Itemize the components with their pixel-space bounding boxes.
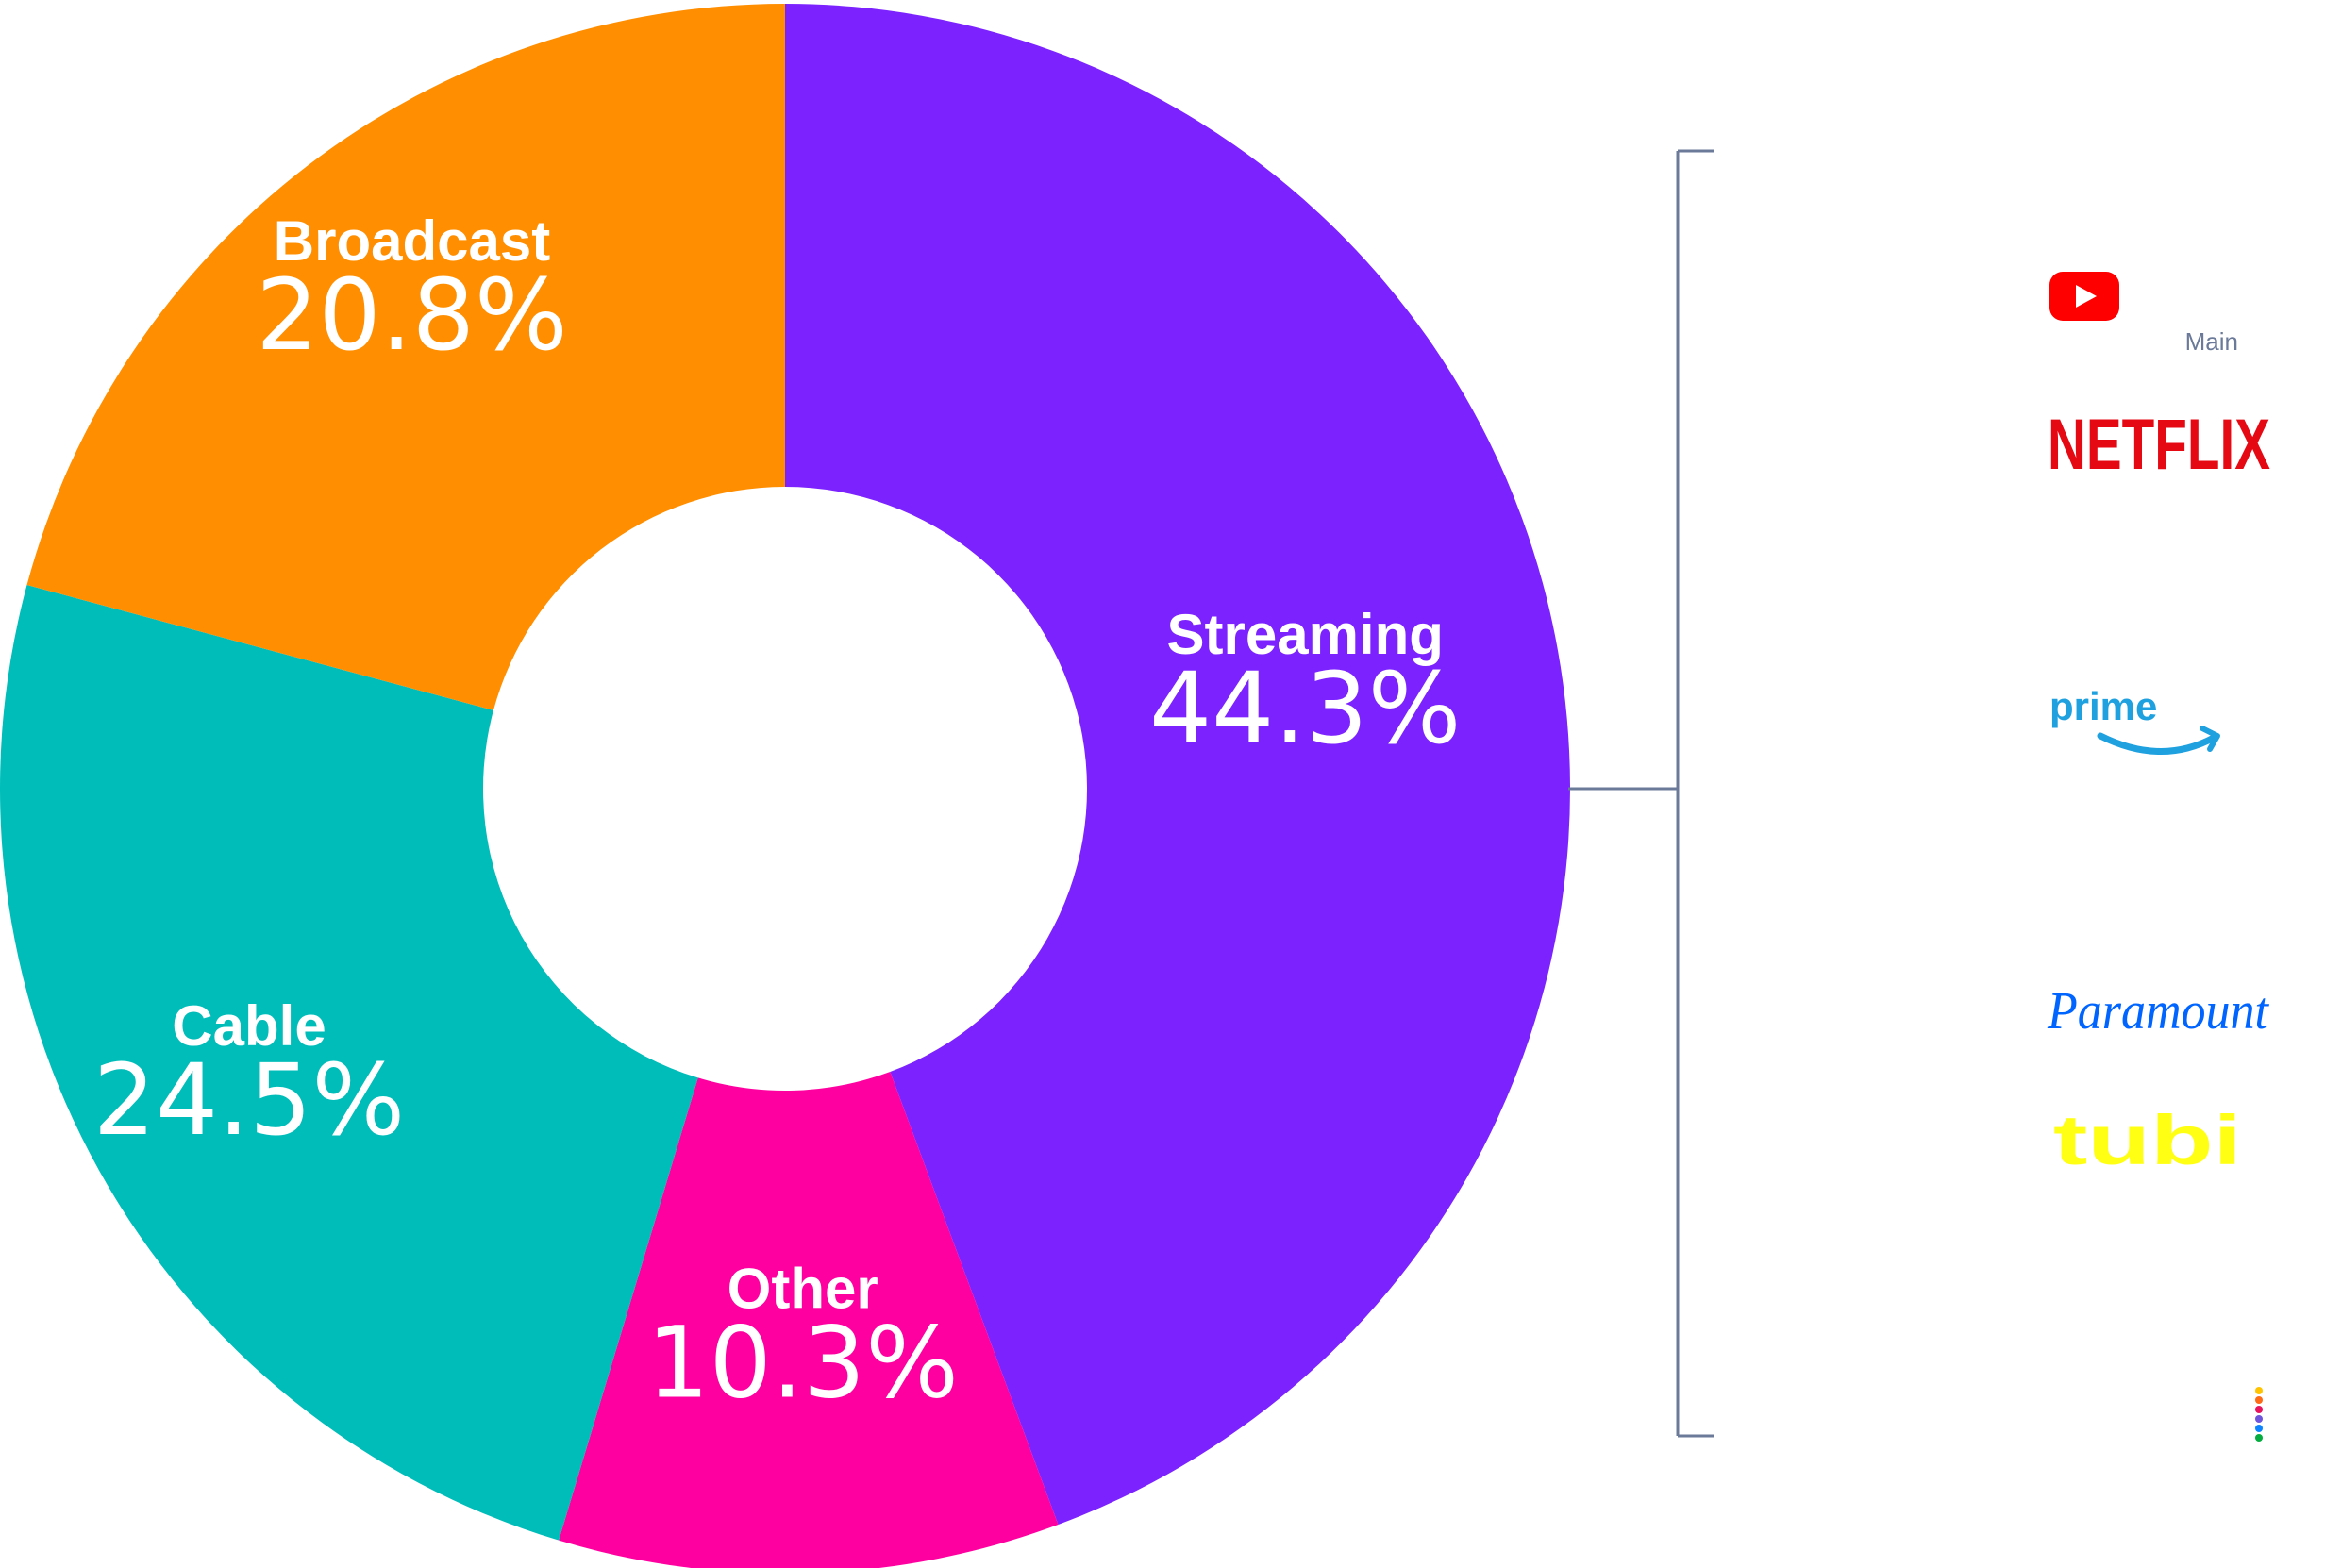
donut-slices — [0, 4, 1571, 1568]
slice-other — [559, 1072, 1059, 1568]
netflix-logo: NETFLIX — [2048, 405, 2270, 485]
peacock-dot — [2255, 1406, 2263, 1413]
youtube-main-label: Main — [2185, 327, 2238, 356]
peacock-dot — [2255, 1396, 2263, 1404]
slice-label-broadcast: Broadcast — [274, 209, 550, 273]
slice-label-cable: Cable — [172, 994, 326, 1058]
slice-label-other: Other — [728, 1258, 878, 1321]
slice-value-cable: 24.5% — [93, 1043, 405, 1158]
slice-label-streaming: Streaming — [1166, 603, 1443, 666]
streaming-provider-logos: Main NETFLIX prime Paramount tubi — [2047, 272, 2270, 1442]
slice-streaming — [785, 4, 1571, 1526]
prime-logo: prime — [2049, 684, 2220, 755]
slice-value-streaming: 44.3% — [1149, 651, 1461, 766]
slice-value-other: 10.3% — [647, 1306, 959, 1421]
slice-cable — [0, 585, 698, 1541]
peacock-dot — [2255, 1387, 2263, 1394]
prime-smile-arrow — [2097, 732, 2217, 755]
youtube-logo — [2049, 272, 2119, 321]
peacock-dot — [2255, 1425, 2263, 1432]
prime-logo-text: prime — [2049, 684, 2157, 728]
peacock-dot — [2255, 1415, 2263, 1423]
slice-value-broadcast: 20.8% — [256, 258, 567, 373]
prime-smile-arrowhead — [2200, 726, 2220, 752]
paramount-logo: Paramount — [2047, 982, 2269, 1041]
streaming-bracket — [1568, 149, 1714, 1438]
tubi-logo: tubi — [2053, 1101, 2242, 1179]
peacock-dot — [2255, 1434, 2263, 1442]
slice-broadcast — [26, 4, 785, 710]
youtube-play-triangle — [2076, 285, 2097, 308]
peacock-dots-icon — [2255, 1387, 2263, 1442]
